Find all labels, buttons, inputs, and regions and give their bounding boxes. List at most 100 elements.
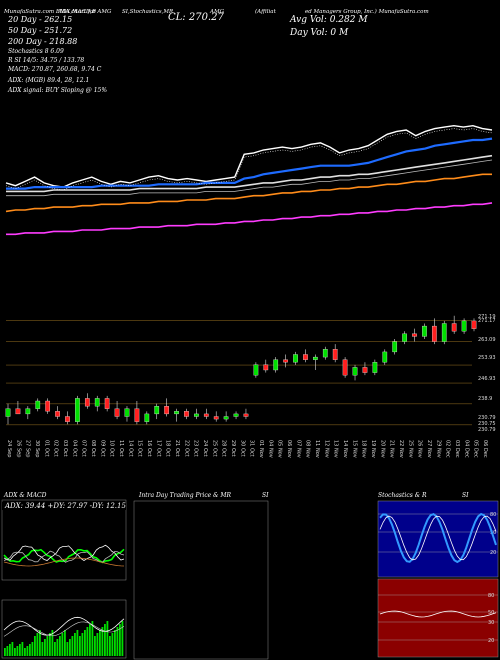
x-axis: 24 Sep 26 Sep 27 Sep 30 Sep 01 Oct 02 Oct 03 O…	[6, 440, 488, 458]
ema200-label: 200 Day - 218.88	[7, 37, 77, 46]
adx-lines	[3, 544, 125, 567]
macd-bar	[96, 633, 99, 656]
avg-volume: Avg Vol: 0.282 M	[289, 15, 368, 25]
candle-body	[471, 320, 477, 329]
macd-bar	[84, 630, 86, 656]
price-label: 238.9	[478, 396, 492, 402]
x-tick-label: 14 Oct	[127, 440, 133, 457]
candle-body	[352, 367, 358, 376]
macd-bar	[46, 636, 49, 656]
ema-panel	[5, 124, 493, 236]
ema-dotted-line	[5, 128, 493, 191]
macd-signal-line	[3, 621, 125, 637]
macd-bar	[41, 642, 44, 656]
macd-bar	[11, 642, 14, 656]
adx-panel	[1, 499, 127, 581]
adx-line-2	[3, 550, 125, 563]
header: MunafaSutra.com EMA chart for AMG ADX,MA…	[3, 8, 429, 94]
x-tick-label: 27 Sep	[25, 440, 31, 457]
stoch-k-line	[379, 512, 497, 564]
candle-body	[253, 364, 259, 376]
macd-bar	[4, 648, 6, 656]
x-tick-label: 20 Nov	[379, 440, 385, 458]
macd-bar	[6, 646, 9, 656]
macd-bar	[66, 642, 69, 656]
candle-body	[223, 416, 229, 420]
x-tick-label: 05 Nov	[277, 440, 283, 458]
macd-bar	[44, 639, 46, 656]
candle-body	[243, 413, 249, 417]
macd-bar	[109, 636, 111, 656]
x-tick-label: 04 Dec	[463, 440, 469, 458]
macd-bar	[116, 627, 119, 656]
header-line1: MunafaSutra.com EMA chart for AMG	[3, 9, 112, 15]
x-tick-label: 05 Dec	[473, 440, 479, 458]
macd-bar	[111, 633, 114, 656]
ema-line-price	[5, 124, 493, 188]
adx-minus-di-line	[3, 557, 125, 567]
price-label: 230.75	[478, 421, 496, 427]
x-tick-label: 19 Nov	[370, 440, 376, 458]
macd-bar	[34, 636, 36, 656]
close-price: CL: 270.27	[168, 12, 224, 23]
macd-bar	[121, 621, 124, 656]
candle-body	[412, 333, 417, 337]
intraday-panel	[133, 500, 269, 660]
candle-body	[342, 359, 348, 376]
macd-bar	[54, 642, 56, 656]
macd-bar	[36, 633, 39, 656]
x-tick-label: 01 Oct	[43, 440, 49, 457]
intraday-title: Intra Day Trading Price & MR	[138, 492, 232, 499]
x-tick-label: 02 Dec	[445, 440, 451, 458]
adx-panel-title: ADX & MACD	[3, 492, 47, 499]
candle-body	[293, 354, 298, 363]
candle-body	[303, 354, 308, 360]
x-tick-label: 09 Oct	[99, 440, 105, 457]
rsi-lines: 80 50 30 20	[378, 593, 498, 644]
rsi-level-label: 30	[488, 620, 494, 626]
candle-body	[134, 408, 140, 422]
macd-bar	[99, 630, 101, 656]
day-volume: Day Vol: 0 M	[289, 28, 349, 38]
x-tick-label: 15 Nov	[351, 440, 357, 458]
macd-histogram	[3, 616, 125, 656]
price-label: 263.09	[478, 337, 496, 343]
x-tick-label: 21 Oct	[174, 440, 180, 457]
x-tick-label: 13 Nov	[333, 440, 339, 458]
candle-body	[372, 362, 378, 373]
price-label: 230.79	[478, 427, 496, 433]
candle-body	[461, 320, 467, 332]
adx-values-bg	[2, 502, 126, 510]
candle-body	[35, 400, 41, 409]
candle-body	[15, 408, 21, 415]
macd-bar	[16, 646, 19, 656]
macd-bar	[59, 636, 61, 656]
candle-body	[313, 356, 318, 360]
candle-body	[233, 413, 239, 417]
header-line1-e: (Affiliat	[255, 8, 277, 15]
candle-body	[451, 323, 457, 332]
x-tick-label: 16 Oct	[146, 440, 152, 457]
candle-body	[362, 367, 368, 373]
rsi-panel	[377, 578, 499, 658]
rsi-label: R SI 14/5: 34.75 / 133.78	[7, 57, 84, 64]
x-tick-label: 24 Sep	[6, 440, 12, 457]
candle-body	[114, 408, 120, 417]
macd-bar	[19, 644, 21, 656]
stoch-si: SI	[462, 492, 469, 499]
candle-body	[332, 349, 338, 360]
intraday-si: SI	[262, 492, 269, 499]
x-tick-label: 31 Oct	[249, 440, 255, 457]
rsi-line	[379, 610, 497, 618]
adx-line	[3, 544, 125, 561]
rsi-level-label: 50	[488, 610, 494, 616]
macd-bar	[86, 627, 89, 656]
price-label: 271.19	[478, 314, 496, 320]
header-line1-f: ed Managers Group, Inc.) MunafaSutra.com	[305, 8, 429, 15]
x-tick-label: 03 Oct	[62, 440, 68, 457]
x-tick-label: 27 Nov	[426, 440, 432, 458]
macd-bar	[79, 636, 81, 656]
candle-body	[184, 411, 189, 417]
macd-bar	[106, 621, 109, 656]
